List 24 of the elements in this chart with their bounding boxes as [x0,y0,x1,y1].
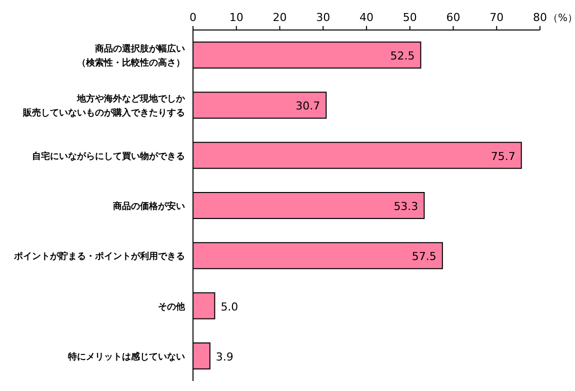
y-tick-label: 商品の選択肢が幅広い（検索性・比較性の高さ） [77,44,185,69]
y-tick-label: 特にメリットは感じていない [67,351,185,362]
x-tick-label: 20 [272,11,287,24]
y-tick-label: ポイントが貯まる・ポイントが利用できる [13,251,185,262]
y-tick-label: 商品の価格が安い [112,201,185,212]
data-label: 30.7 [296,100,320,113]
y-tick-label: 地方や海外など現地でしか販売していないものが購入できたりする [22,94,186,119]
x-tick-label: 30 [316,11,330,24]
data-label: 52.5 [390,50,415,63]
y-tick-label: その他 [158,301,186,312]
x-tick-label: 60 [446,11,460,24]
data-label: 3.9 [216,350,234,364]
data-label: 57.5 [412,250,436,264]
x-tick-label: 80 [533,11,547,24]
data-label: 75.7 [490,150,516,163]
x-tick-label: 10 [229,11,244,24]
data-label: 53.3 [394,200,418,213]
x-axis-title: （%） [548,13,575,24]
x-tick-label: 70 [490,11,504,24]
x-tick-label: 50 [402,11,417,24]
x-tick-label: 40 [360,11,374,24]
x-tick-label: 0 [190,11,196,24]
data-label: 5.0 [220,300,238,314]
y-tick-label: 自宅にいながらにして買い物ができる [32,150,185,162]
